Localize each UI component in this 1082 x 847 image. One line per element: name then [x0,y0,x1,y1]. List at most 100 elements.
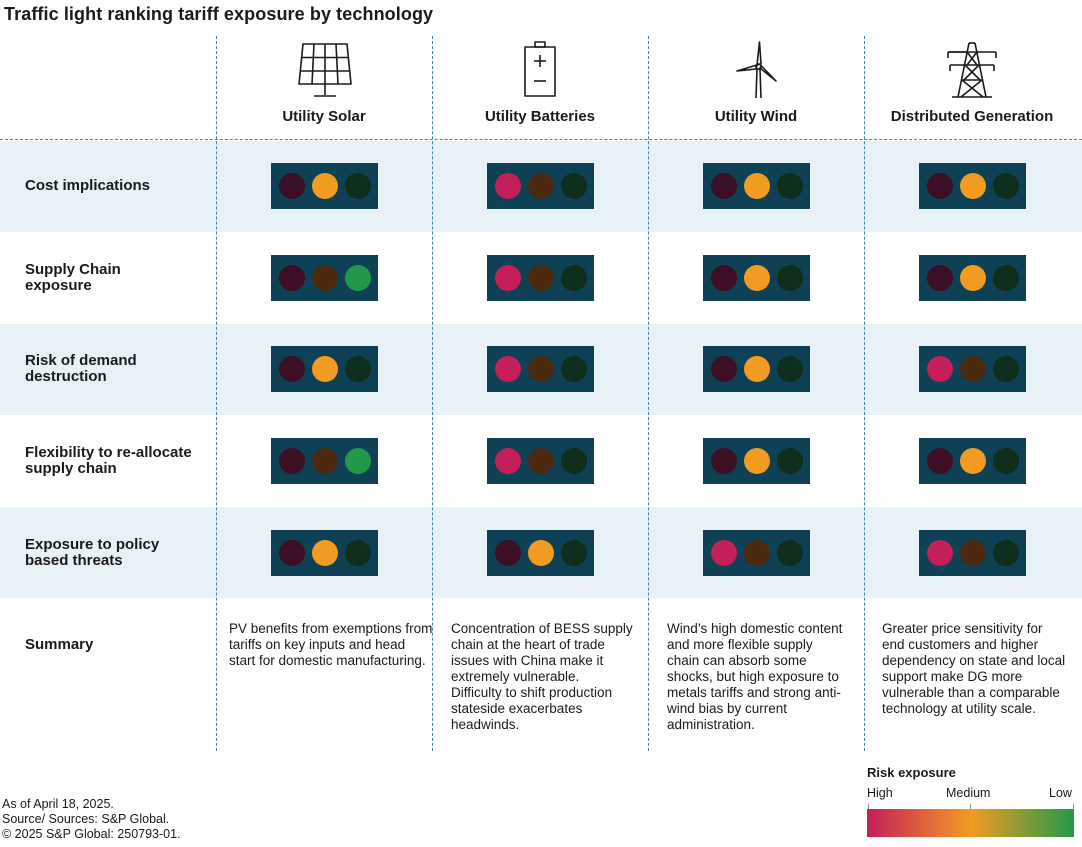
transmission-tower-icon [947,42,997,98]
light-dot-medium-inactive [312,265,338,291]
legend-tick [970,804,971,809]
light-dot-high-inactive [279,173,305,199]
footer-copyright: © 2025 S&P Global: 250793-01. [2,827,181,841]
chart-title: Traffic light ranking tariff exposure by… [4,4,434,24]
legend-color-scale [867,809,1074,837]
column-divider [648,36,649,751]
light-dot-low-inactive [561,173,587,199]
legend-label-high: High [867,786,893,800]
traffic-light-exposure-to-policy-based-threats-utility-solar [271,530,378,576]
light-dot-medium-active [960,265,986,291]
traffic-light-risk-of-demand-destruction-utility-wind [703,346,810,392]
row-label-flexibility-to-reallocate: Flexibility to re-allocate supply chain [25,444,192,477]
light-dot-low-inactive [345,173,371,199]
legend-title: Risk exposure [867,765,956,780]
light-dot-high-inactive [711,173,737,199]
light-dot-high-active [495,265,521,291]
traffic-light-exposure-to-policy-based-threats-utility-batteries [487,530,594,576]
footer-date: As of April 18, 2025. [2,797,114,811]
column-header-utility-solar: Utility Solar [282,108,366,125]
traffic-light-flexibility-to-re-allocate-supply-chain-utility-wind [703,438,810,484]
traffic-light-supply-chain-exposure-utility-wind [703,255,810,301]
light-dot-medium-inactive [960,356,986,382]
light-dot-high-inactive [927,173,953,199]
light-dot-low-inactive [345,356,371,382]
column-divider [432,36,433,751]
legend-tick [868,804,869,809]
row-label-risk-of-demand-destruction: Risk of demand destruction [25,352,137,385]
light-dot-medium-active [744,448,770,474]
summary-distributed-generation: Greater price sensitivity for end custom… [882,621,1066,716]
light-dot-high-active [495,448,521,474]
light-dot-low-inactive [993,448,1019,474]
row-label-cost-implications: Cost implications [25,177,151,194]
summary-utility-wind: Wind’s high domestic content and more fl… [667,621,843,732]
light-dot-medium-active [312,540,338,566]
traffic-light-cost-implications-utility-solar [271,163,378,209]
traffic-light-supply-chain-exposure-utility-solar [271,255,378,301]
traffic-light-supply-chain-exposure-distributed-generation [919,255,1026,301]
light-dot-high-inactive [279,448,305,474]
light-dot-low-inactive [561,448,587,474]
light-dot-medium-inactive [960,540,986,566]
light-dot-high-inactive [711,356,737,382]
light-dot-high-inactive [279,356,305,382]
header-divider [0,139,1082,140]
light-dot-medium-active [312,173,338,199]
row-label-exposure-to-policy-threats: Exposure to policy based threats [25,536,160,569]
traffic-light-exposure-to-policy-based-threats-distributed-generation [919,530,1026,576]
traffic-light-cost-implications-utility-wind [703,163,810,209]
traffic-light-exposure-to-policy-based-threats-utility-wind [703,530,810,576]
column-header-utility-batteries: Utility Batteries [484,108,596,125]
light-dot-medium-active [960,173,986,199]
solar-panel-icon [298,43,352,97]
light-dot-low-inactive [993,265,1019,291]
light-dot-high-active [495,356,521,382]
light-dot-low-inactive [561,265,587,291]
traffic-light-risk-of-demand-destruction-distributed-generation [919,346,1026,392]
light-dot-medium-active [312,356,338,382]
battery-icon [524,41,556,97]
light-dot-low-inactive [993,173,1019,199]
light-dot-high-active [711,540,737,566]
light-dot-medium-inactive [312,448,338,474]
traffic-light-flexibility-to-re-allocate-supply-chain-distributed-generation [919,438,1026,484]
summary-utility-batteries: Concentration of BESS supply chain at th… [451,621,633,732]
traffic-light-cost-implications-utility-batteries [487,163,594,209]
footer-source: Source/ Sources: S&P Global. [2,812,170,826]
light-dot-low-active [345,265,371,291]
light-dot-high-inactive [927,265,953,291]
light-dot-low-inactive [777,173,803,199]
row-label-summary: Summary [25,636,94,653]
light-dot-low-inactive [993,540,1019,566]
traffic-light-supply-chain-exposure-utility-batteries [487,255,594,301]
traffic-light-flexibility-to-re-allocate-supply-chain-utility-batteries [487,438,594,484]
traffic-light-flexibility-to-re-allocate-supply-chain-utility-solar [271,438,378,484]
light-dot-high-inactive [495,540,521,566]
traffic-light-cost-implications-distributed-generation [919,163,1026,209]
light-dot-low-inactive [777,448,803,474]
light-dot-medium-inactive [528,173,554,199]
light-dot-low-active [345,448,371,474]
light-dot-medium-inactive [528,448,554,474]
traffic-light-risk-of-demand-destruction-utility-solar [271,346,378,392]
light-dot-high-inactive [927,448,953,474]
light-dot-high-active [495,173,521,199]
light-dot-medium-active [744,265,770,291]
light-dot-low-inactive [345,540,371,566]
light-dot-low-inactive [561,540,587,566]
summary-utility-solar: PV benefits from exemptions from tariffs… [229,621,433,668]
light-dot-medium-active [744,356,770,382]
light-dot-high-active [927,356,953,382]
light-dot-medium-active [744,173,770,199]
light-dot-low-inactive [777,540,803,566]
column-divider [216,36,217,751]
light-dot-low-inactive [993,356,1019,382]
light-dot-medium-inactive [744,540,770,566]
light-dot-high-inactive [711,265,737,291]
light-dot-medium-inactive [528,265,554,291]
light-dot-high-inactive [279,265,305,291]
light-dot-medium-inactive [528,356,554,382]
column-header-utility-wind: Utility Wind [714,108,798,125]
light-dot-low-inactive [777,265,803,291]
